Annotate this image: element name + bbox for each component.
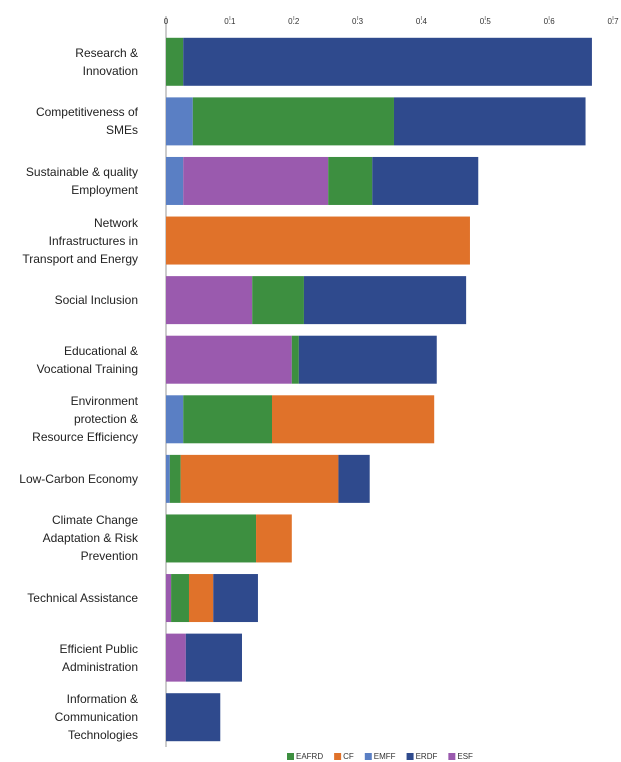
x-tick-label: 0.3 [352, 17, 364, 26]
legend-swatch [406, 753, 414, 760]
bar-segment [298, 335, 437, 384]
bar-segment [166, 514, 257, 563]
bar-segment [328, 156, 373, 205]
bar-segment [192, 97, 394, 146]
bar-segment [372, 156, 479, 205]
bar-segment [166, 97, 193, 146]
legend-label: EMFF [374, 752, 396, 761]
category-label: Low-Carbon Economy [19, 471, 138, 486]
category-label: Network Infrastructures in Transport and… [22, 215, 138, 266]
x-tick-label: 0 [164, 17, 169, 26]
bar-segment [291, 335, 299, 384]
legend-label: ERDF [416, 752, 438, 761]
bar-segment [166, 574, 172, 623]
bar-segment [180, 454, 339, 503]
x-tick-label: 0.5 [480, 17, 492, 26]
bar-segment [188, 574, 214, 623]
category-label: Research & Innovation [75, 45, 138, 78]
x-tick-label: 0.4 [416, 17, 428, 26]
category-label: Environment protection & Resource Effici… [32, 394, 138, 445]
x-tick-label: 0.2 [288, 17, 300, 26]
bar-segment [272, 395, 435, 444]
category-label: Social Inclusion [54, 293, 138, 308]
bar-segment [303, 276, 467, 325]
legend-swatch [287, 753, 294, 760]
bar-segment [338, 454, 370, 503]
legend-swatch [448, 753, 456, 760]
bar-segment [166, 335, 292, 384]
legend-swatch [334, 753, 342, 760]
bar-segment [183, 156, 329, 205]
category-label: Educational & Vocational Training [36, 343, 138, 376]
x-tick-label: 0.7 [607, 17, 619, 26]
category-label: Information & Communication Technologies [54, 692, 138, 743]
bar-segment [213, 574, 258, 623]
bar-segment [393, 97, 586, 146]
x-tick-label: 0.1 [224, 17, 236, 26]
bar-segment [169, 454, 181, 503]
category-label: Climate Change Adaptation & Risk Prevent… [42, 513, 138, 564]
legend-label: EAFRD [296, 752, 323, 761]
category-label: Technical Assistance [27, 591, 138, 606]
legend-label: CF [343, 752, 354, 761]
x-tick-label: 0.6 [544, 17, 556, 26]
bar-segment [166, 693, 221, 742]
bar-segment [171, 574, 189, 623]
bar-segment [166, 454, 170, 503]
legend-label: ESF [457, 752, 473, 761]
legend-swatch [364, 753, 372, 760]
bar-segment [166, 216, 470, 265]
category-label: Sustainable & quality Employment [25, 164, 138, 197]
bar-segment [166, 276, 253, 325]
bar-segment [166, 37, 184, 86]
bar-segment [183, 395, 273, 444]
category-label: Competitiveness of SMEs [35, 105, 138, 138]
bar-segment [166, 156, 184, 205]
bar-segment [252, 276, 304, 325]
bar-segment [166, 633, 186, 682]
bar-segment [166, 395, 184, 444]
bar-segment [183, 37, 592, 86]
bar-segment [185, 633, 242, 682]
category-label: Efficient Public Administration [59, 641, 139, 674]
bar-segment [256, 514, 292, 563]
